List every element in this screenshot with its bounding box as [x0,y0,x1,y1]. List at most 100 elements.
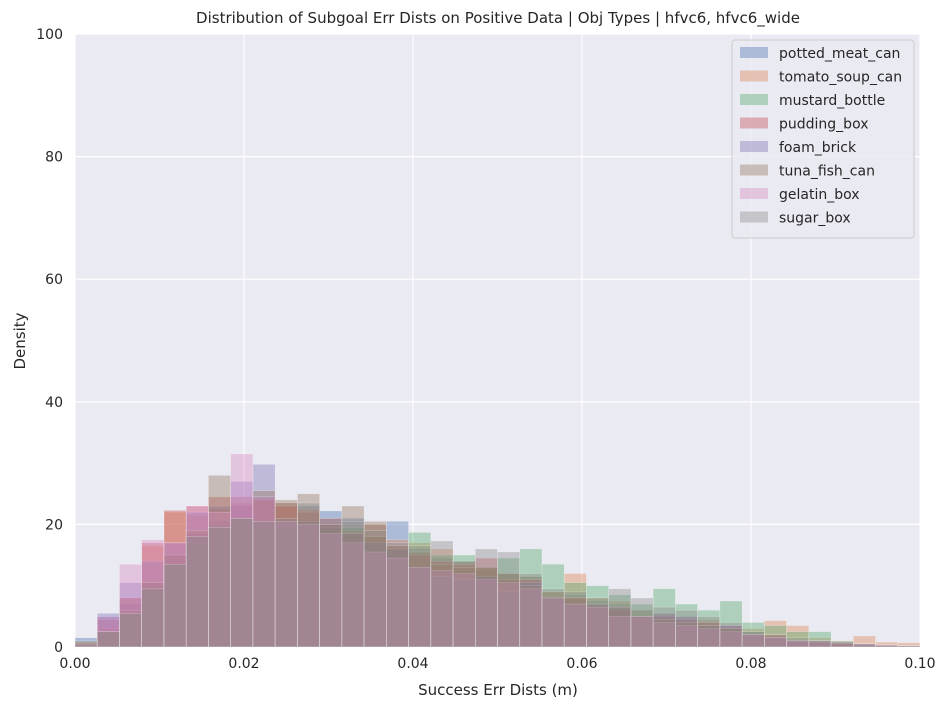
histogram-bar [319,524,343,648]
histogram-bar [497,557,521,648]
histogram-bar [474,557,498,648]
histogram-bar [474,567,498,648]
histogram-bar [808,640,832,648]
histogram-bar [74,637,98,648]
legend-swatch [740,117,768,129]
histogram-bar [74,643,98,648]
histogram-bar [741,622,765,648]
x-tick-label: 0.00 [59,656,90,672]
histogram-bar [163,554,187,648]
histogram-bar [630,616,654,648]
histogram-bar [430,576,454,648]
histogram-bar [652,619,676,648]
histogram-bar [608,606,632,648]
histogram-bar [719,600,743,648]
histogram-bar [319,524,343,648]
histogram-bar [497,579,521,648]
histogram-bar [853,643,876,648]
histogram-bar [274,505,298,648]
histogram-bar [497,573,521,648]
histogram-bar [319,524,343,648]
histogram-bars [74,453,921,648]
histogram-bar [630,616,654,648]
histogram-bar [808,640,832,648]
histogram-bar [230,505,254,648]
legend-box [731,39,915,239]
histogram-bar [719,628,743,648]
histogram-bar [675,603,698,648]
histogram-bar [675,619,698,648]
y-tick-label: 20 [45,517,63,533]
legend-swatch [740,211,768,223]
histogram-bar [96,619,120,648]
histogram-bar [786,640,810,648]
histogram-bar [96,631,120,648]
histogram-bar [430,560,454,648]
histogram-bar [341,533,365,648]
histogram-bar [208,521,231,648]
histogram-bar [808,631,832,648]
histogram-bar [430,554,454,648]
histogram-bar [875,644,899,648]
histogram-bar [897,645,921,648]
histogram-bar [230,481,254,648]
histogram-bar [764,634,787,648]
histogram-bar [208,511,231,648]
legend: potted_meat_can tomato_soup_can mustard_bo… [731,39,915,239]
histogram-bar [163,563,187,648]
histogram-bar [385,539,409,648]
histogram-bar [319,517,343,648]
histogram-bar [741,634,765,648]
histogram-bar [185,505,209,648]
series-tuna_fish_can [74,475,921,648]
histogram-bar [563,603,587,648]
legend-swatch [740,94,768,105]
histogram-bar [630,616,654,648]
histogram-bar [252,464,276,648]
histogram-bar [385,548,409,648]
histogram-bar [519,585,543,648]
histogram-bar [830,643,854,648]
histogram-bar [385,542,409,648]
histogram-bar [563,582,587,648]
histogram-bar [163,542,187,648]
histogram-bar [297,521,320,648]
histogram-bar [274,502,298,648]
y-tick-label: 0 [54,640,63,656]
histogram-bar [474,567,498,648]
histogram-bar [208,508,231,648]
histogram-bar [563,594,587,648]
histogram-bar [652,612,676,648]
legend-label: foam_brick [779,140,857,156]
histogram-bar [474,579,498,648]
histogram-bar [74,641,98,648]
histogram-bar [675,616,698,648]
histogram-bar [185,505,209,648]
histogram-bar [141,585,165,648]
histogram-bar [786,640,810,648]
histogram-bar [853,643,876,648]
histogram-bar [297,505,320,648]
histogram-bar [274,499,298,648]
legend-label: pudding_box [779,117,869,133]
histogram-bar [185,530,209,648]
histogram-bar [274,502,298,648]
histogram-bar [297,502,320,648]
histogram-bar [341,521,365,648]
histogram-bar [786,637,810,648]
histogram-bar [452,560,476,648]
histogram-bar [853,643,876,648]
legend-swatch [740,47,768,58]
y-tick-label: 60 [45,272,63,288]
histogram-bar [519,588,543,648]
histogram-bar [274,527,298,648]
histogram-bar [764,625,787,648]
histogram-bar [185,514,209,648]
histogram-bar [741,634,765,648]
histogram-bar [430,548,454,648]
histogram-bar [408,551,432,648]
histogram-bar [341,505,365,648]
histogram-bar [119,612,142,648]
histogram-bar [875,644,899,648]
histogram-bar [652,606,676,648]
